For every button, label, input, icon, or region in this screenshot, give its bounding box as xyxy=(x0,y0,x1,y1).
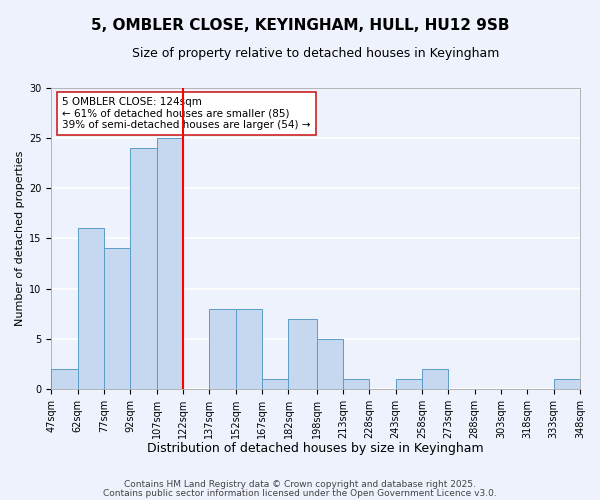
Bar xyxy=(130,148,157,388)
Title: Size of property relative to detached houses in Keyingham: Size of property relative to detached ho… xyxy=(132,48,499,60)
Bar xyxy=(104,248,130,388)
Bar xyxy=(78,228,104,388)
Bar xyxy=(289,318,317,388)
Bar xyxy=(209,308,236,388)
Bar xyxy=(262,378,289,388)
X-axis label: Distribution of detached houses by size in Keyingham: Distribution of detached houses by size … xyxy=(148,442,484,455)
Bar xyxy=(395,378,422,388)
Bar xyxy=(52,368,78,388)
Bar xyxy=(554,378,580,388)
Bar xyxy=(236,308,262,388)
Bar xyxy=(343,378,369,388)
Bar xyxy=(317,338,343,388)
Text: 5 OMBLER CLOSE: 124sqm
← 61% of detached houses are smaller (85)
39% of semi-det: 5 OMBLER CLOSE: 124sqm ← 61% of detached… xyxy=(62,97,310,130)
Y-axis label: Number of detached properties: Number of detached properties xyxy=(15,150,25,326)
Bar xyxy=(422,368,448,388)
Text: 5, OMBLER CLOSE, KEYINGHAM, HULL, HU12 9SB: 5, OMBLER CLOSE, KEYINGHAM, HULL, HU12 9… xyxy=(91,18,509,32)
Text: Contains public sector information licensed under the Open Government Licence v3: Contains public sector information licen… xyxy=(103,489,497,498)
Bar xyxy=(157,138,183,388)
Text: Contains HM Land Registry data © Crown copyright and database right 2025.: Contains HM Land Registry data © Crown c… xyxy=(124,480,476,489)
